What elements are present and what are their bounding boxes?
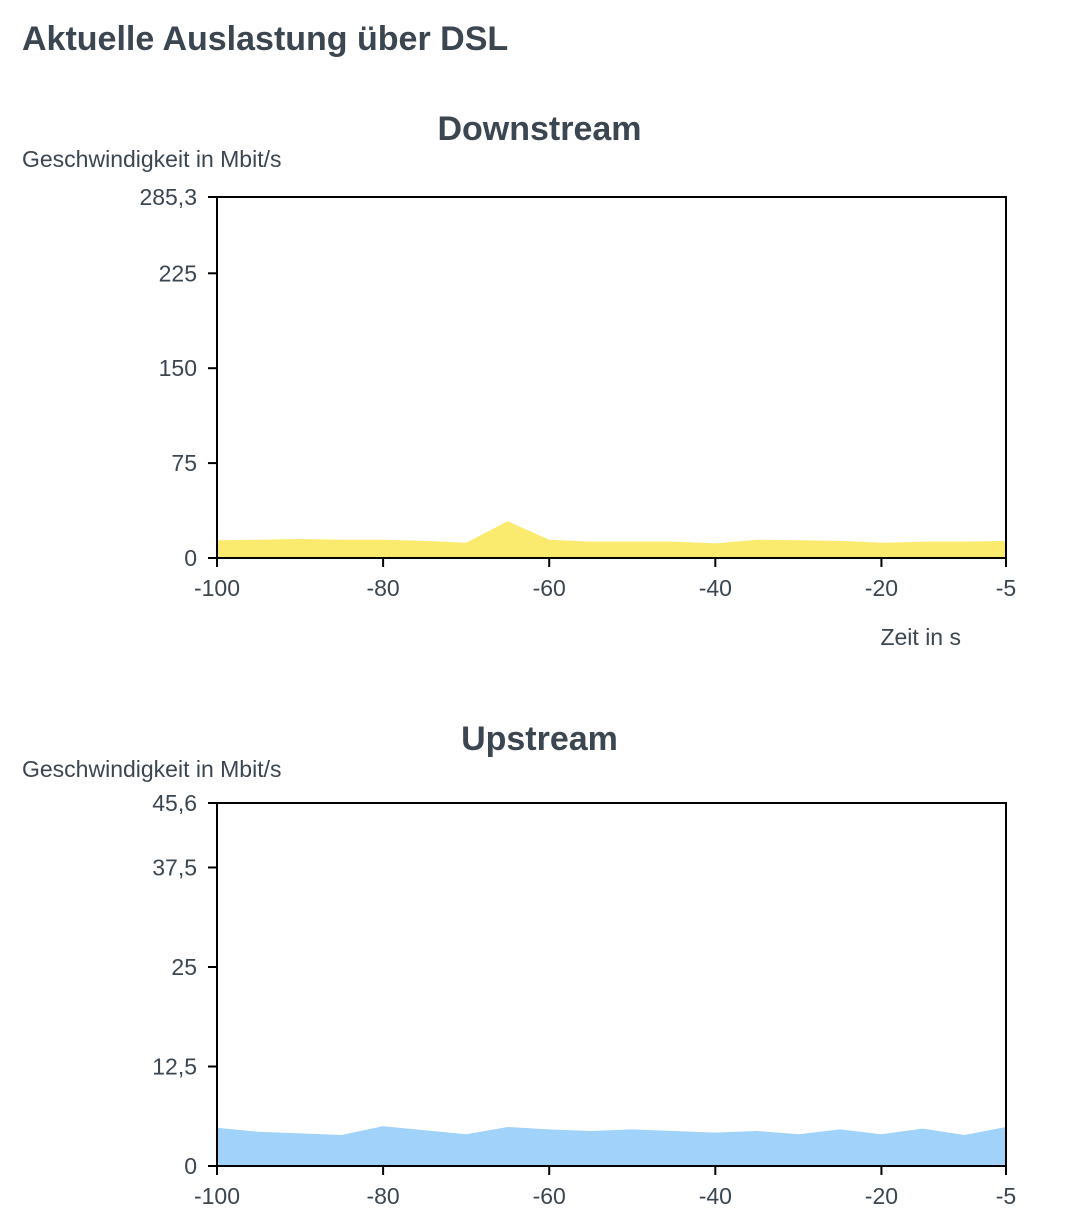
downstream-x-tick-label: -5: [996, 575, 1016, 601]
downstream-y-tick-label: 150: [159, 355, 197, 381]
downstream-x-tick-label: -80: [366, 575, 399, 601]
downstream-y-axis-label: Geschwindigkeit in Mbit/s: [22, 146, 282, 172]
upstream-y-tick-label: 25: [171, 954, 197, 980]
upstream-x-tick-label: -5: [996, 1183, 1016, 1209]
upstream-x-tick-label: -60: [533, 1183, 566, 1209]
upstream-area-series: [217, 1126, 1006, 1166]
upstream-plot-frame: [216, 802, 1007, 1167]
downstream-y-tick-label: 285,3: [139, 184, 197, 210]
downstream-x-axis-label: Zeit in s: [880, 624, 961, 650]
page-title: Aktuelle Auslastung über DSL: [22, 20, 509, 58]
upstream-x-tick-label: -100: [194, 1183, 240, 1209]
upstream-y-tick-label: 45,6: [152, 790, 197, 816]
upstream-y-tick-label: 0: [184, 1153, 197, 1179]
upstream-chart-title: Upstream: [461, 720, 618, 758]
upstream-chart: Upstream Geschwindigkeit in Mbit/s 0 12,5…: [0, 710, 1079, 1214]
downstream-area-series: [217, 521, 1006, 558]
upstream-x-tick-label: -80: [366, 1183, 399, 1209]
downstream-plot-frame: [216, 196, 1007, 559]
downstream-chart-title: Downstream: [437, 110, 642, 148]
downstream-y-tick-label: 0: [184, 545, 197, 571]
downstream-x-tick-label: -40: [699, 575, 732, 601]
downstream-y-tick-label: 75: [171, 450, 197, 476]
upstream-x-tick-label: -20: [865, 1183, 898, 1209]
downstream-x-tick-label: -100: [194, 575, 240, 601]
downstream-chart: Downstream Geschwindigkeit in Mbit/s 0 75…: [0, 100, 1079, 670]
upstream-x-tick-label: -40: [699, 1183, 732, 1209]
downstream-y-tick-label: 225: [159, 260, 197, 286]
upstream-y-tick-label: 37,5: [152, 854, 197, 880]
downstream-x-tick-label: -60: [533, 575, 566, 601]
upstream-y-tick-label: 12,5: [152, 1053, 197, 1079]
downstream-x-tick-label: -20: [865, 575, 898, 601]
upstream-y-axis-label: Geschwindigkeit in Mbit/s: [22, 756, 282, 782]
upstream-plot: 0 12,5 25 37,5 45,6 -100 -80 -60 -40 -20 -5: [152, 790, 1016, 1209]
downstream-plot: 0 75 150 225 285,3 -100 -80 -60 -40 -20 -5: [139, 184, 1016, 601]
